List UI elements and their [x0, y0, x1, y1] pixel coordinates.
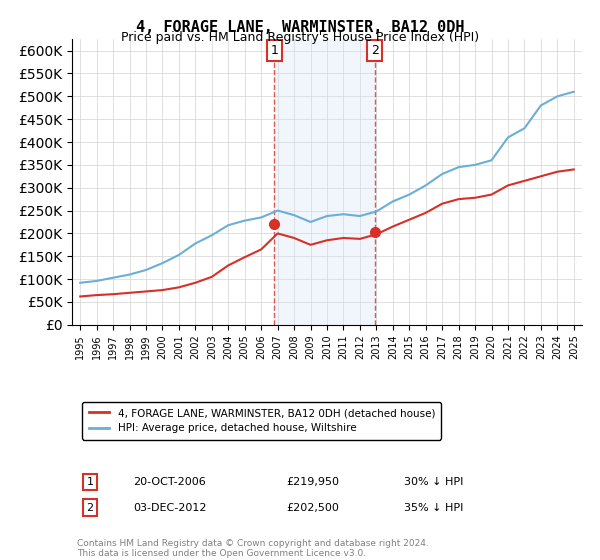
- Legend: 4, FORAGE LANE, WARMINSTER, BA12 0DH (detached house), HPI: Average price, detac: 4, FORAGE LANE, WARMINSTER, BA12 0DH (de…: [82, 402, 442, 440]
- Text: £219,950: £219,950: [286, 477, 339, 487]
- Bar: [274, 39, 375, 325]
- Text: 20-OCT-2006: 20-OCT-2006: [133, 477, 206, 487]
- Text: Price paid vs. HM Land Registry's House Price Index (HPI): Price paid vs. HM Land Registry's House …: [121, 31, 479, 44]
- Text: 30% ↓ HPI: 30% ↓ HPI: [404, 477, 463, 487]
- Text: 35% ↓ HPI: 35% ↓ HPI: [404, 502, 463, 512]
- Text: Contains HM Land Registry data © Crown copyright and database right 2024.
This d: Contains HM Land Registry data © Crown c…: [77, 539, 429, 558]
- Text: 03-DEC-2012: 03-DEC-2012: [133, 502, 206, 512]
- Text: 4, FORAGE LANE, WARMINSTER, BA12 0DH: 4, FORAGE LANE, WARMINSTER, BA12 0DH: [136, 20, 464, 35]
- Text: 1: 1: [271, 44, 278, 57]
- Text: 2: 2: [371, 44, 379, 57]
- Text: 1: 1: [86, 477, 94, 487]
- Text: £202,500: £202,500: [286, 502, 339, 512]
- Text: 2: 2: [86, 502, 94, 512]
